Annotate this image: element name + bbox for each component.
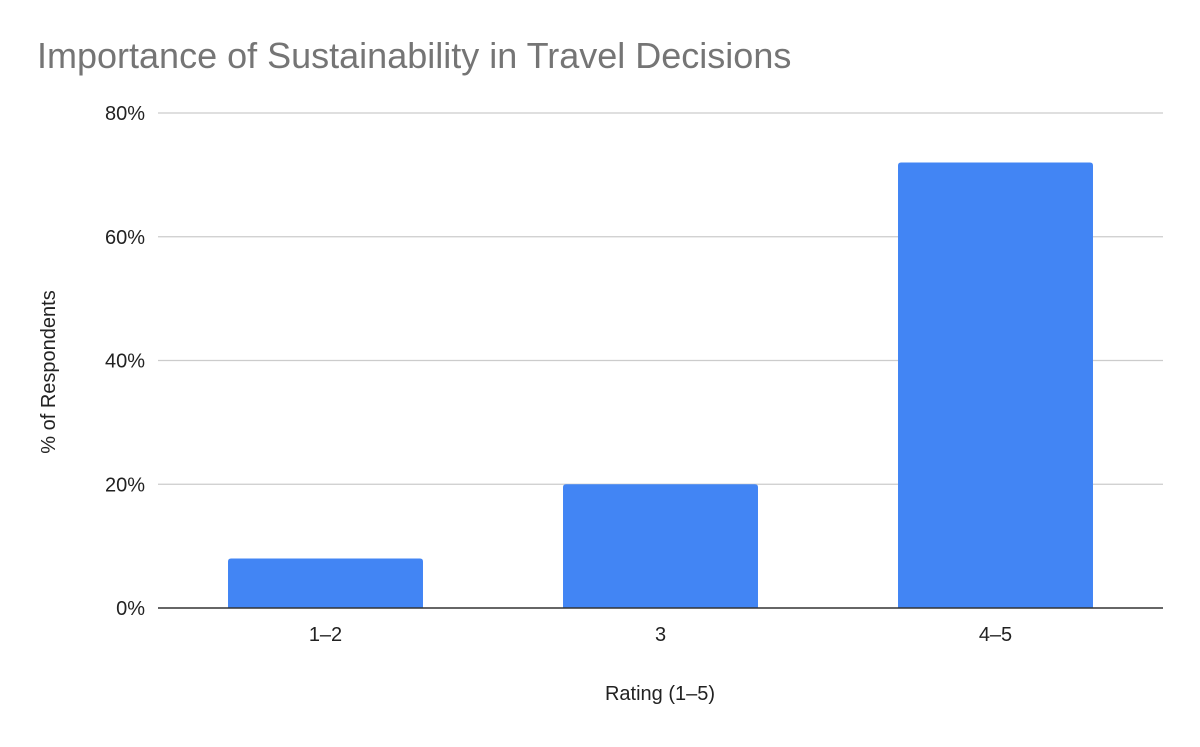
chart-title: Importance of Sustainability in Travel D… [37, 35, 791, 76]
y-tick-labels: 0% 20% 40% 60% 80% [105, 103, 145, 620]
y-axis-label: % of Respondents [38, 290, 60, 453]
bar-3 [563, 484, 758, 608]
x-tick-label: 1–2 [309, 624, 342, 646]
x-axis-label: Rating (1–5) [605, 683, 715, 705]
y-tick-label: 80% [105, 103, 145, 125]
y-tick-label: 0% [116, 598, 145, 620]
y-tick-label: 60% [105, 227, 145, 249]
x-tick-label: 4–5 [979, 624, 1012, 646]
bars [228, 162, 1093, 608]
bar-1–2 [228, 558, 423, 608]
x-tick-label: 3 [655, 624, 666, 646]
y-tick-label: 20% [105, 474, 145, 496]
y-tick-label: 40% [105, 351, 145, 373]
bar-4–5 [898, 162, 1093, 608]
x-tick-labels: 1–2 3 4–5 [309, 624, 1012, 646]
